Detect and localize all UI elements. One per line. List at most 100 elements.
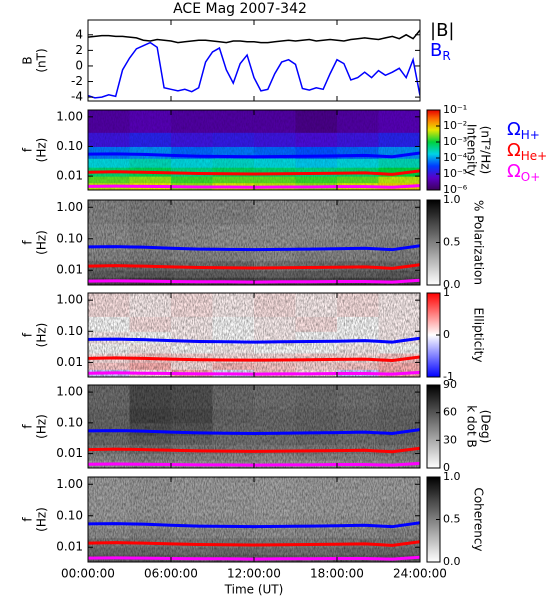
texture: [88, 200, 420, 285]
legend-entry: ΩH+: [507, 119, 540, 142]
frequency-line: [88, 151, 420, 159]
texture: [88, 477, 420, 562]
texture: [88, 110, 420, 190]
colorbar-tick-label: 30: [443, 433, 457, 446]
colorbar-tick-label: 10⁻²: [443, 119, 467, 132]
legend-subscript: R: [442, 49, 450, 63]
y-axis-label: f: [21, 147, 35, 152]
y-axis-label: (Hz): [35, 414, 49, 439]
frequency-line: [88, 169, 420, 176]
colorbar-tick-label: 0.5: [443, 513, 461, 526]
y-tick-label: 0.01: [56, 446, 83, 460]
y-axis-label: (Hz): [35, 507, 49, 532]
y-axis-label: (Hz): [35, 138, 49, 163]
colorbar: [426, 109, 441, 191]
legend-subscript: H+: [521, 128, 540, 142]
line: [88, 41, 420, 99]
colorbar-tick-label: 0.0: [443, 555, 461, 568]
colorbar-label: Intensity: [465, 124, 479, 176]
colorbar-label: % Polarization: [472, 200, 486, 285]
y-tick-label: 2: [75, 43, 83, 57]
colorbar: [426, 384, 441, 469]
y-axis-label: f: [21, 424, 35, 429]
frequency-line: [88, 263, 420, 270]
colorbar-tick-label: 0.5: [443, 236, 461, 249]
y-tick-label: 0.01: [56, 169, 83, 183]
y-axis-label: f: [21, 240, 35, 245]
y-tick-label: 0.01: [56, 540, 83, 554]
frequency-line: [88, 336, 420, 344]
y-tick-label: 1.00: [56, 477, 83, 491]
frequency-line: [88, 355, 420, 363]
legend-entry: |B|: [430, 20, 454, 41]
y-tick-label: 1.00: [56, 385, 83, 399]
x-axis-label: Time (UT): [224, 583, 284, 597]
frequency-line: [88, 244, 420, 252]
legend-name: Ω: [507, 140, 521, 161]
colorbar-label: k dot B: [465, 405, 479, 447]
colorbar-tick-label: 1.0: [443, 193, 461, 206]
frequency-line: [88, 428, 420, 436]
colorbar-label: (nT²/Hz): [479, 126, 493, 174]
texture: [88, 293, 420, 377]
y-tick-label: 1.00: [56, 109, 83, 123]
y-axis-label: (Hz): [35, 323, 49, 348]
y-tick-label: 0: [75, 58, 83, 72]
x-tick-label: 06:00:00: [144, 567, 198, 581]
plot-area: [88, 200, 420, 285]
plot-area: [88, 293, 420, 377]
plot-area: [88, 29, 420, 99]
legend-entry: ΩO+: [507, 161, 540, 184]
y-axis-label: B: [21, 56, 35, 64]
y-tick-label: 4: [75, 27, 83, 41]
colorbar-tick-label: 10⁻¹: [443, 103, 467, 116]
colorbar-tick-label: 10⁻³: [443, 135, 467, 148]
x-tick-label: 18:00:00: [310, 567, 364, 581]
y-tick-label: 0.10: [56, 139, 83, 153]
colorbar-tick-label: 90: [443, 378, 457, 391]
colorbar-tick-label: 0: [443, 328, 450, 341]
legend-name: Ω: [507, 161, 521, 182]
y-axis-label: (Hz): [35, 230, 49, 255]
legend-entry: BR: [430, 40, 451, 63]
y-tick-label: 0.10: [56, 231, 83, 245]
colorbar-tick-label: 1.0: [443, 470, 461, 483]
legend-subscript: O+: [521, 170, 541, 184]
plot-area: [88, 110, 420, 190]
y-tick-label: 1.00: [56, 293, 83, 307]
colorbar-tick-label: 0: [443, 461, 450, 474]
colorbar-label: (Deg): [479, 410, 493, 444]
colorbar-label: Coherency: [472, 487, 486, 551]
y-axis-label: (nT): [35, 48, 49, 72]
legend-name: |B|: [430, 20, 454, 41]
y-tick-label: -2: [71, 74, 83, 88]
y-tick-label: -4: [71, 90, 83, 104]
colorbar-tick-label: 10⁻⁶: [443, 183, 468, 196]
frequency-line: [88, 521, 420, 529]
y-tick-label: 0.01: [56, 263, 83, 277]
colorbar-tick-label: 10⁻⁵: [443, 167, 467, 180]
legend-subscript: He+: [521, 149, 547, 163]
plot-area: [88, 385, 420, 468]
colorbar-tick-label: 10⁻⁴: [443, 151, 468, 164]
y-axis-label: f: [21, 517, 35, 522]
colorbar-tick-label: 0.0: [443, 278, 461, 291]
x-tick-label: 00:00:00: [61, 567, 115, 581]
frequency-line: [88, 540, 420, 547]
legend-name: Ω: [507, 119, 521, 140]
y-tick-label: 0.01: [56, 355, 83, 369]
y-tick-label: 0.10: [56, 508, 83, 522]
colorbar-tick-label: 60: [443, 406, 457, 419]
x-tick-label: 24:00:00: [393, 567, 447, 581]
frequency-line: [88, 446, 420, 454]
plot-area: [88, 477, 420, 562]
axes-frame: [87, 19, 421, 102]
chart-title: ACE Mag 2007-342: [173, 1, 307, 17]
colorbar-tick-label: -1: [443, 370, 454, 383]
y-tick-label: 0.10: [56, 415, 83, 429]
y-tick-label: 1.00: [56, 200, 83, 214]
y-tick-label: 0.10: [56, 324, 83, 338]
texture: [88, 385, 420, 468]
line: [88, 29, 420, 44]
